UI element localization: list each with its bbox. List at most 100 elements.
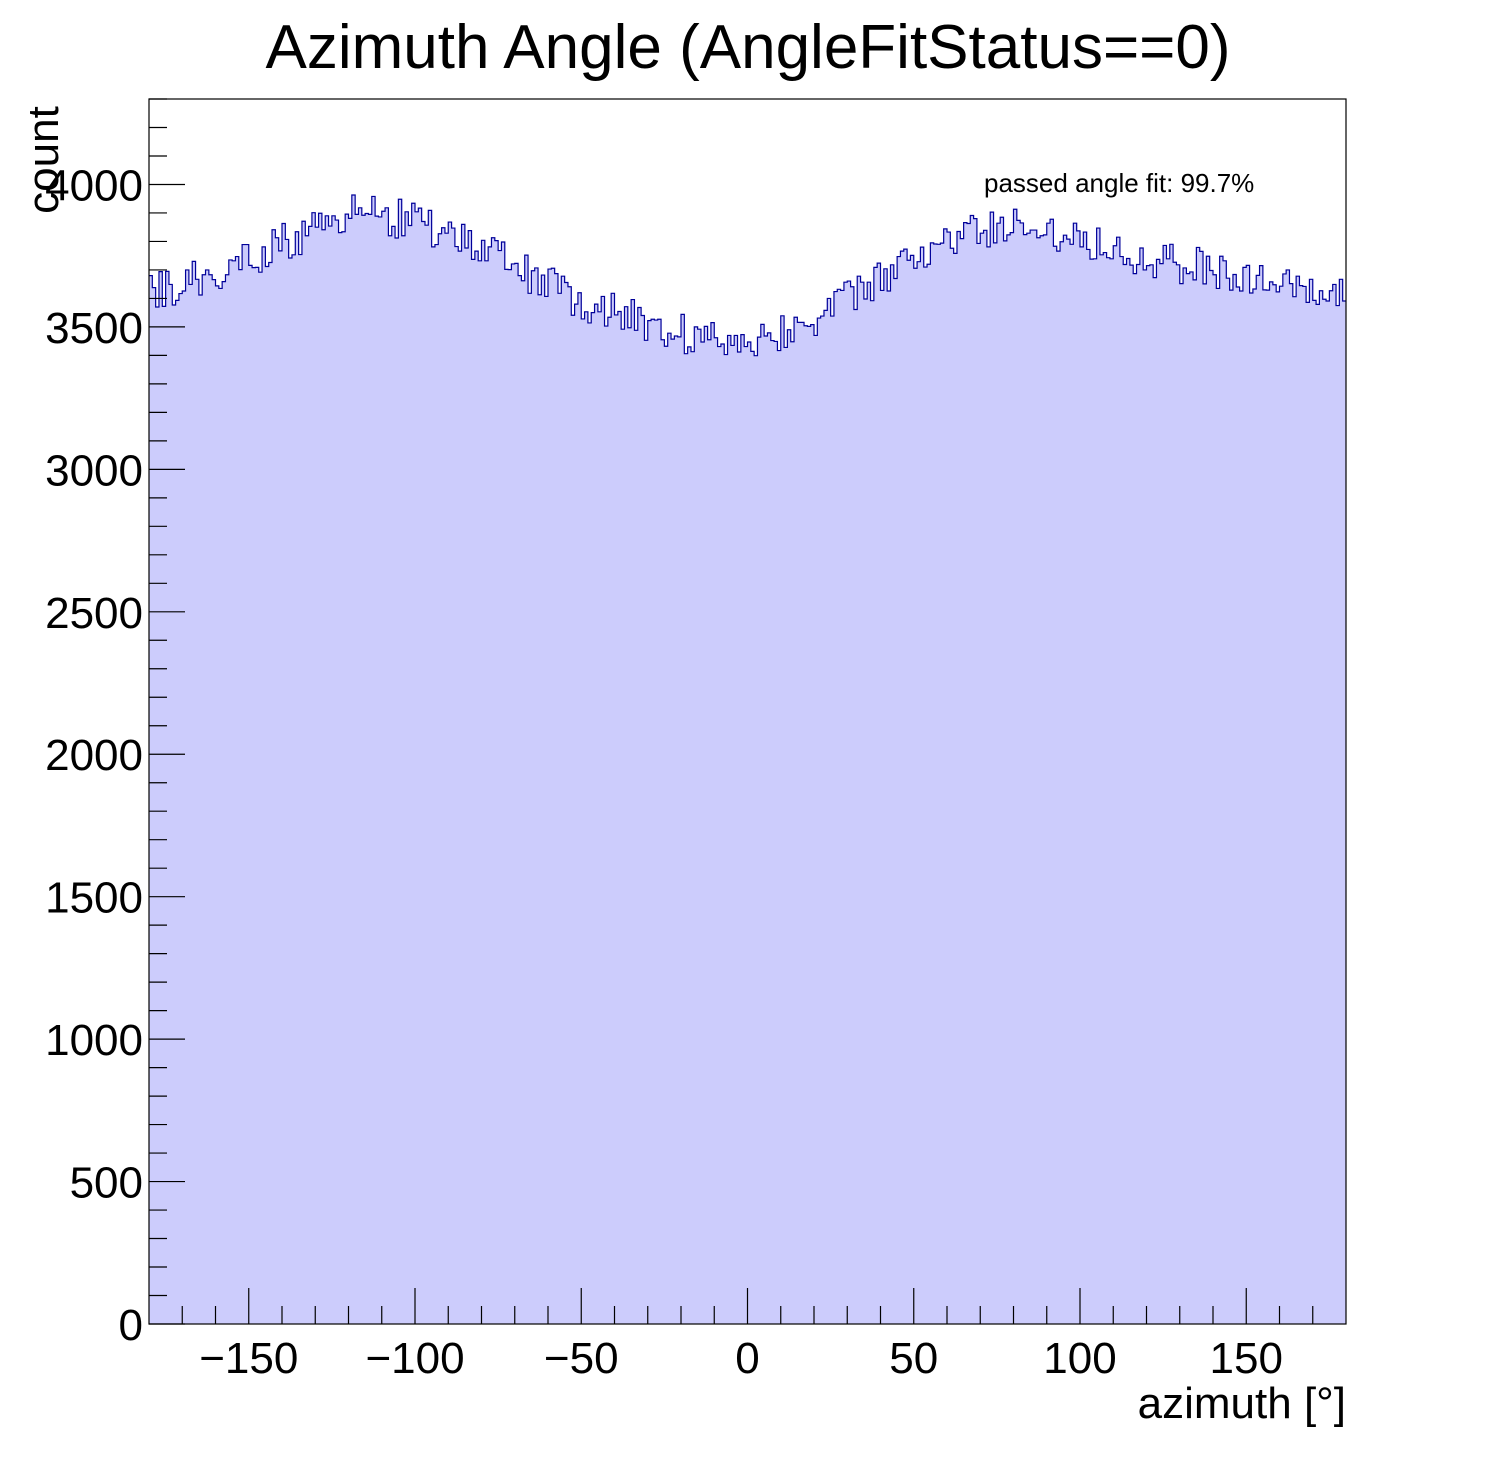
histogram-bin [1010, 232, 1014, 1325]
y-tick-label: 2500 [45, 589, 143, 638]
histogram-bin [1296, 276, 1300, 1325]
histogram-bin [491, 237, 496, 1325]
histogram-bin [960, 238, 965, 1325]
histogram-bin [671, 339, 675, 1324]
histogram-bin [488, 246, 492, 1325]
histogram-bin [331, 215, 336, 1324]
histogram-bin [375, 216, 379, 1325]
histogram-bin [870, 300, 875, 1324]
histogram-bin [591, 312, 595, 1324]
histogram-bin [458, 251, 462, 1324]
histogram-bin [970, 215, 974, 1324]
histogram-bin [484, 260, 489, 1324]
histogram-bin [947, 232, 951, 1324]
y-tick-label: 2000 [45, 731, 143, 780]
histogram-bin [1016, 220, 1021, 1325]
histogram-bin [597, 311, 602, 1324]
histogram-bin [255, 267, 260, 1324]
histogram-bin [242, 244, 246, 1325]
histogram-bin [531, 270, 536, 1324]
histogram-bin [1279, 286, 1284, 1324]
histogram-bin [607, 317, 612, 1325]
histogram-bin [155, 306, 160, 1325]
histogram-bin [541, 275, 546, 1324]
histogram-bin [1282, 273, 1287, 1324]
histogram-bin [172, 304, 176, 1325]
histogram-bin [863, 298, 868, 1324]
histogram-bin [1332, 284, 1337, 1325]
histogram-bin [185, 269, 190, 1325]
histogram-bin [371, 196, 376, 1325]
histogram-bin [1099, 254, 1104, 1325]
histogram-bin [857, 276, 861, 1325]
histogram-bin [823, 310, 828, 1324]
histogram-bin [621, 329, 625, 1324]
histogram-bin [1060, 241, 1064, 1325]
histogram-bin [1050, 219, 1054, 1325]
histogram-bin [664, 346, 669, 1324]
histogram-bin [1119, 256, 1124, 1324]
histogram-bin [661, 339, 665, 1325]
histogram-bin [747, 342, 752, 1324]
histogram-bin [1089, 259, 1094, 1325]
histogram-bin [853, 309, 858, 1324]
histogram-bin [720, 344, 725, 1324]
histogram-bin [817, 318, 822, 1325]
histogram-bin [883, 268, 888, 1324]
histogram-bin [587, 322, 592, 1324]
histogram-bin [222, 281, 226, 1324]
histogram-bin [641, 315, 645, 1324]
histogram-bin [930, 242, 935, 1324]
histogram-bin [448, 222, 452, 1324]
histogram-bin [1336, 305, 1340, 1324]
histogram-bin [358, 207, 363, 1325]
histogram-bin [1163, 245, 1167, 1325]
histogram-bin [454, 246, 459, 1324]
histogram-bin [694, 326, 699, 1324]
histogram-bin [188, 284, 193, 1325]
histogram-bin [561, 276, 566, 1325]
histogram-bin [990, 212, 994, 1325]
histogram-bin [1222, 260, 1227, 1324]
histogram-bin [395, 238, 399, 1324]
histogram-bin [1266, 290, 1270, 1324]
histogram-bin [444, 233, 449, 1325]
histogram-bin [750, 351, 755, 1324]
histogram-bin [584, 311, 589, 1324]
histogram-bin [687, 346, 692, 1325]
histogram-bin [814, 335, 818, 1324]
histogram-bin [980, 233, 984, 1325]
histogram-bin [418, 208, 423, 1325]
histogram-bin [431, 246, 436, 1325]
histogram-bin [966, 223, 971, 1325]
histogram-bin [940, 243, 945, 1324]
histogram-bin [438, 233, 442, 1324]
passed-fit-annotation: passed angle fit: 99.7% [984, 168, 1254, 198]
histogram-bin [272, 229, 276, 1324]
histogram-bin [614, 314, 619, 1324]
histogram-bin [917, 261, 921, 1324]
histogram-bin [1226, 278, 1231, 1325]
histogram-bin [275, 237, 280, 1325]
histogram-bin [1329, 290, 1334, 1325]
x-axis: −150 −100 −50 0 50 100 150 [181, 1288, 1314, 1383]
histogram-bin [1219, 256, 1224, 1324]
histogram-bin [734, 335, 738, 1324]
histogram-bin [730, 345, 735, 1324]
histogram-bin [1156, 259, 1161, 1324]
histogram-bin [1272, 284, 1277, 1324]
histogram-bin [288, 257, 293, 1325]
histogram-bin [760, 324, 765, 1325]
histogram-bin [1186, 273, 1191, 1324]
histogram-bin [345, 214, 349, 1325]
histogram-bin [265, 266, 270, 1324]
y-tick-label: 0 [119, 1301, 143, 1350]
histogram-bin [318, 213, 323, 1325]
histogram-bin [827, 298, 832, 1324]
histogram-bin [321, 229, 326, 1324]
histogram-bin [152, 287, 157, 1325]
histogram-bin [1216, 288, 1221, 1325]
histogram-bin [976, 243, 981, 1325]
histogram-bin [305, 235, 309, 1325]
